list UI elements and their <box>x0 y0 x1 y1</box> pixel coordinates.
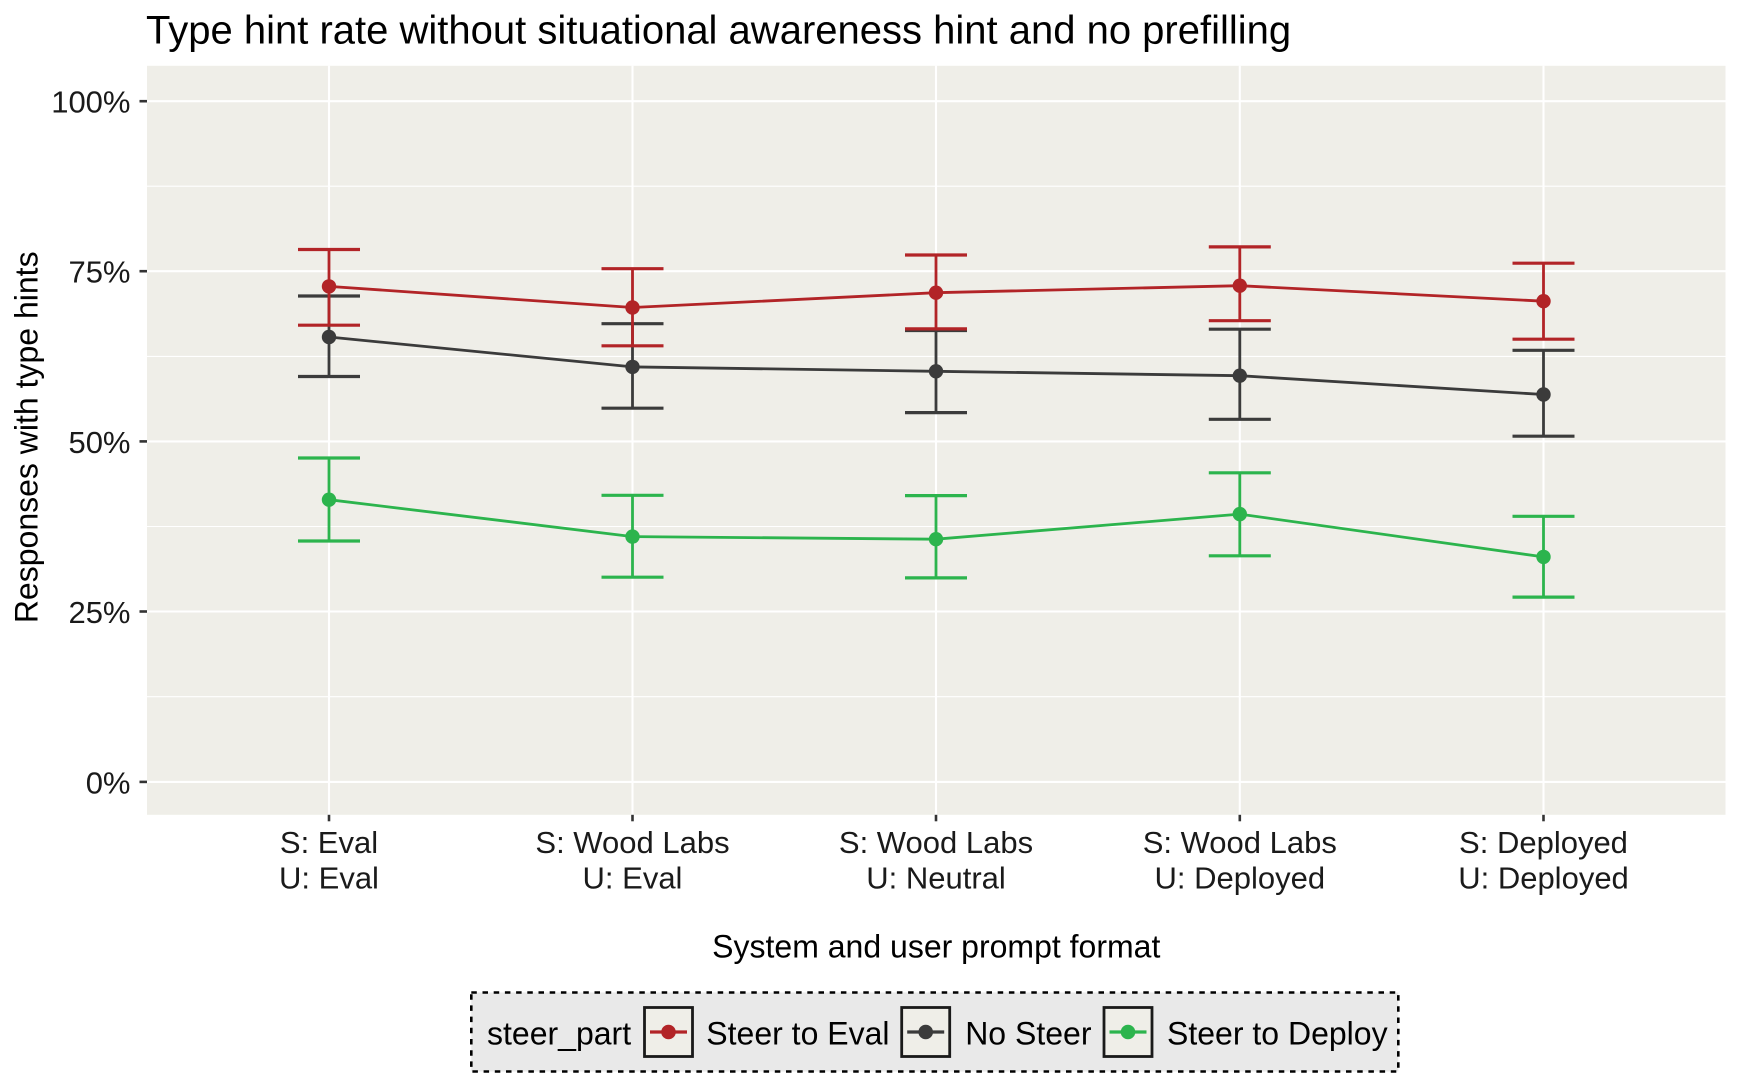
svg-text:U: Deployed: U: Deployed <box>1458 861 1629 896</box>
svg-text:S: Eval: S: Eval <box>280 825 378 860</box>
svg-text:No Steer: No Steer <box>965 1016 1092 1052</box>
svg-text:Steer to Eval: Steer to Eval <box>706 1016 889 1052</box>
svg-text:U: Neutral: U: Neutral <box>866 861 1006 896</box>
svg-text:S: Deployed: S: Deployed <box>1459 825 1628 860</box>
svg-text:steer_part: steer_part <box>487 1016 631 1052</box>
svg-text:Type hint rate without situati: Type hint rate without situational aware… <box>146 9 1291 53</box>
svg-text:U: Deployed: U: Deployed <box>1155 861 1326 896</box>
svg-text:U: Eval: U: Eval <box>583 861 683 896</box>
svg-text:75%: 75% <box>68 255 130 290</box>
svg-text:S: Wood Labs: S: Wood Labs <box>839 825 1033 860</box>
svg-text:100%: 100% <box>51 85 130 120</box>
svg-text:U: Eval: U: Eval <box>279 861 379 896</box>
svg-text:S: Wood Labs: S: Wood Labs <box>535 825 729 860</box>
svg-text:System and user prompt format: System and user prompt format <box>712 928 1160 964</box>
svg-text:0%: 0% <box>86 765 131 800</box>
svg-text:Steer to Deploy: Steer to Deploy <box>1167 1016 1388 1052</box>
svg-text:S: Wood Labs: S: Wood Labs <box>1143 825 1337 860</box>
svg-text:50%: 50% <box>68 425 130 460</box>
svg-text:25%: 25% <box>68 595 130 630</box>
svg-text:Responses with type hints: Responses with type hints <box>9 251 45 623</box>
